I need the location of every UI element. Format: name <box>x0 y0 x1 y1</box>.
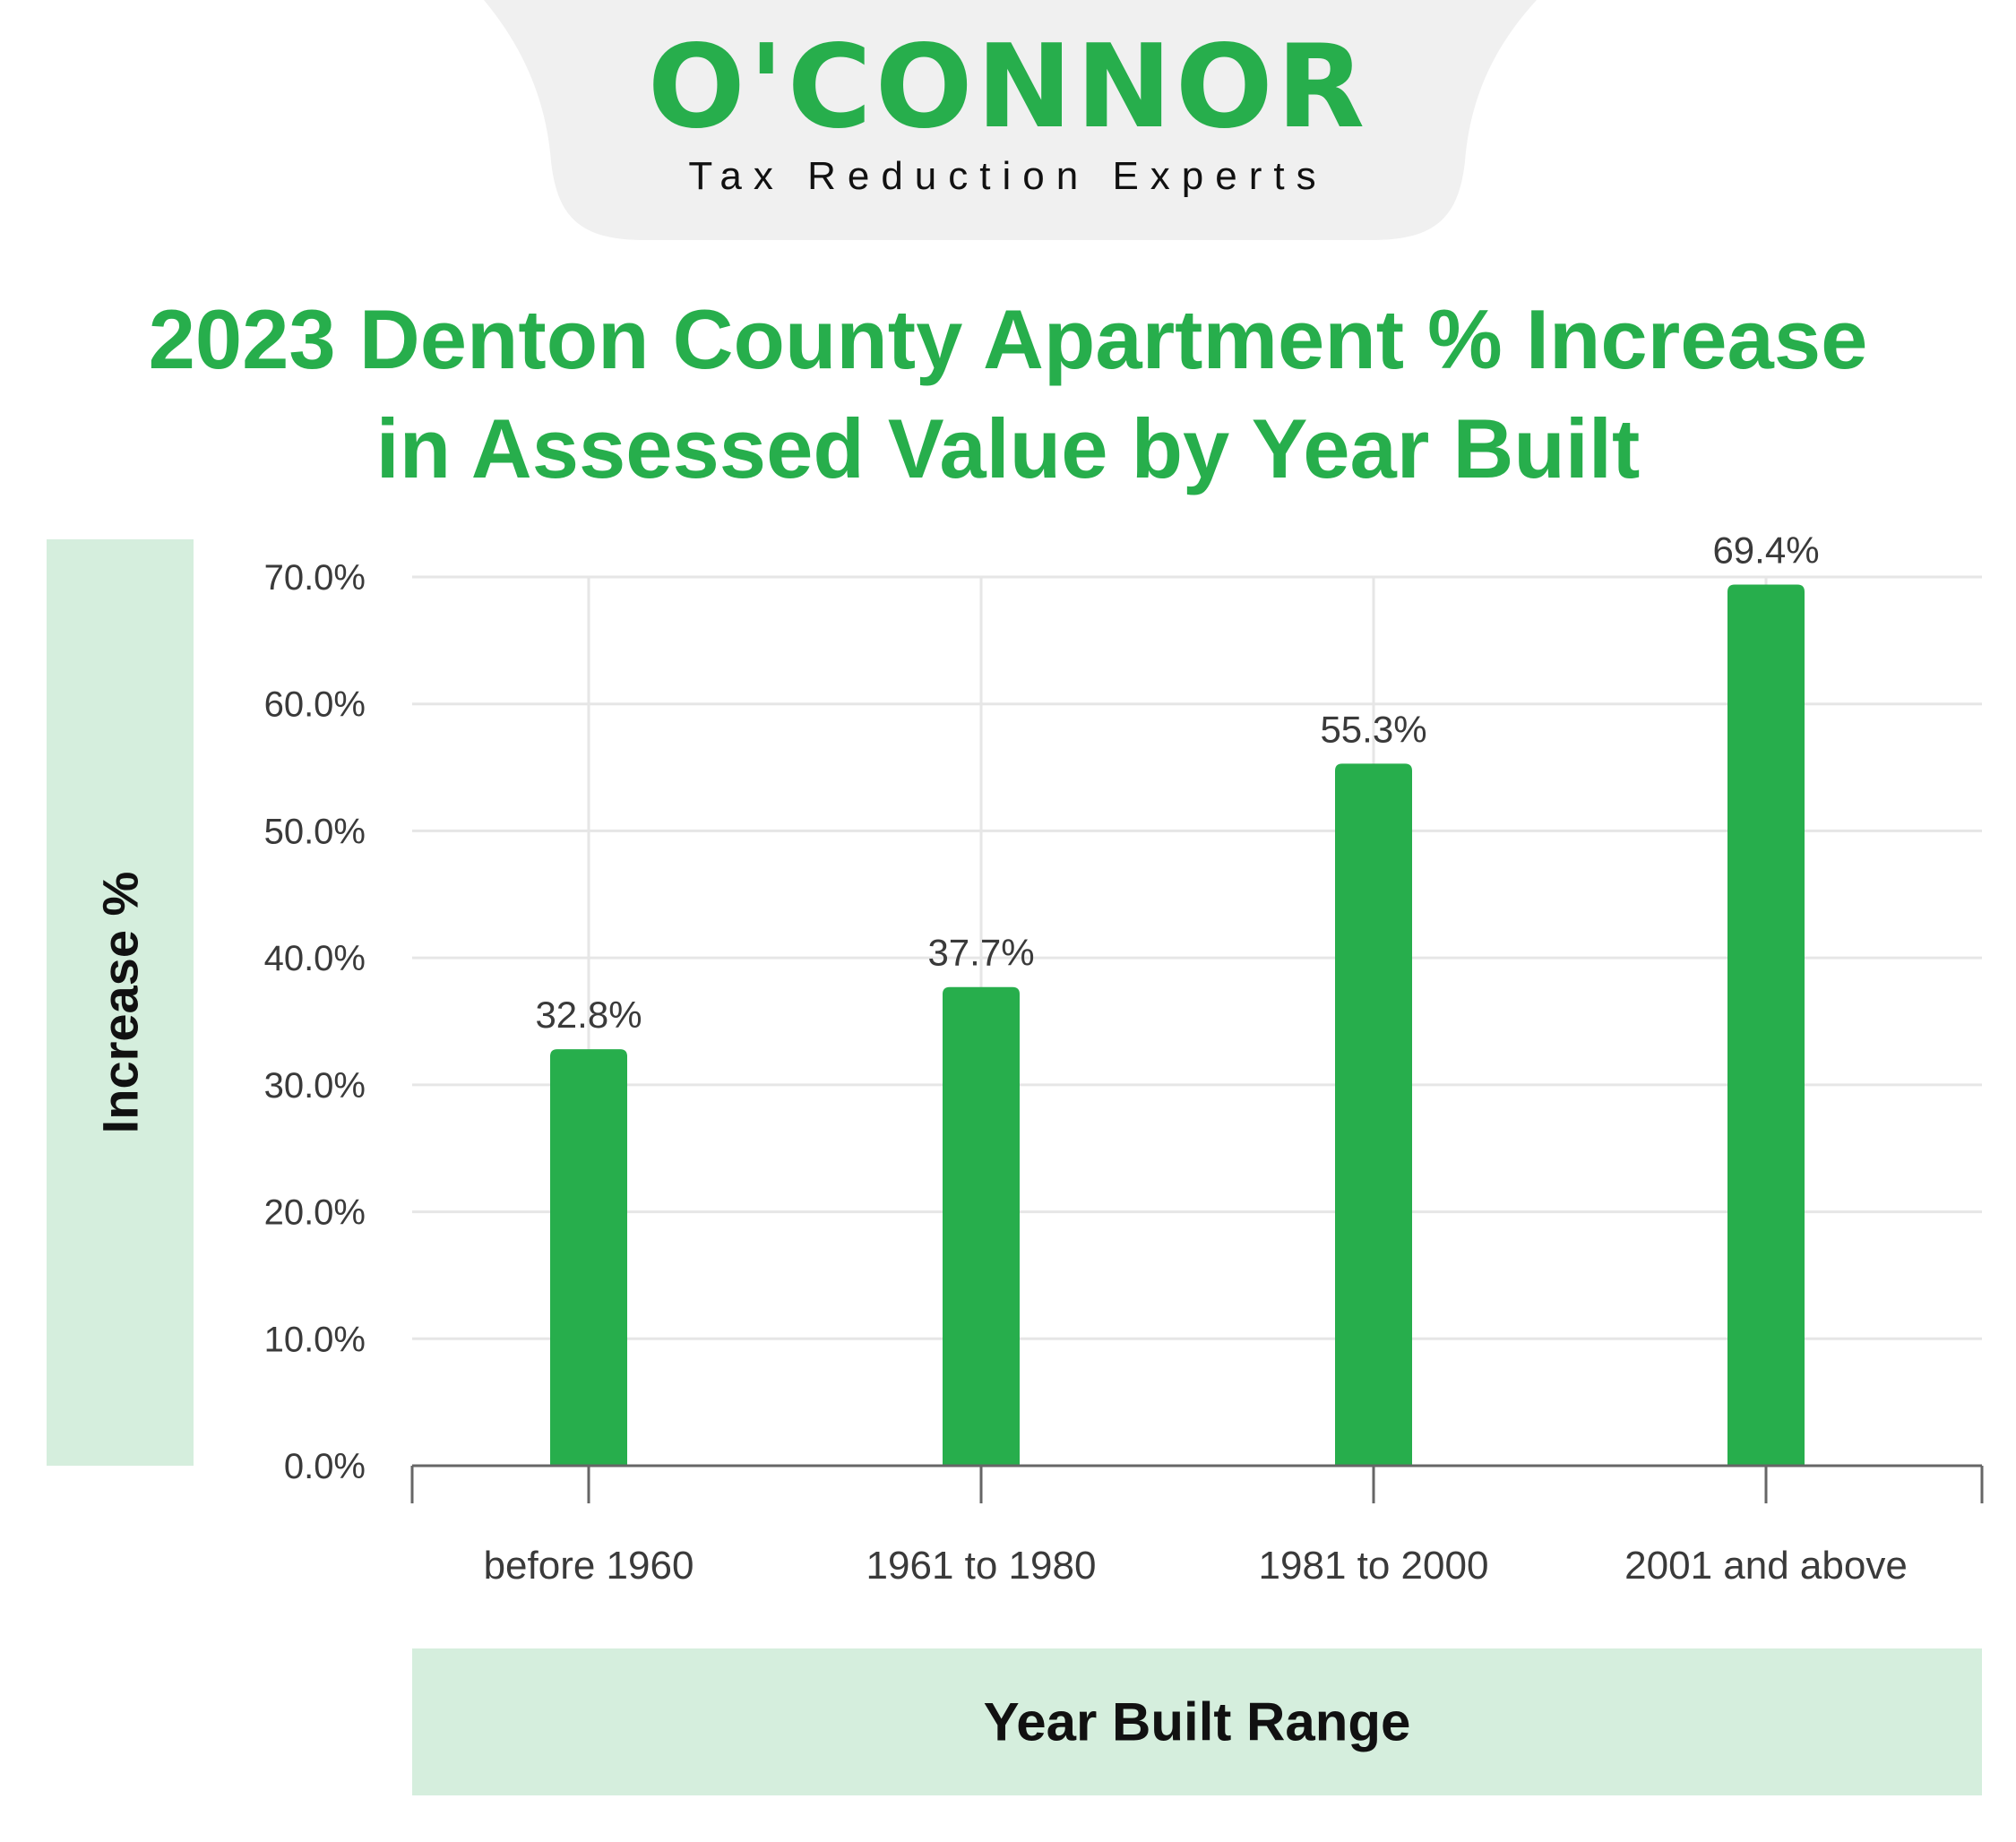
data-label: 37.7% <box>927 932 1034 974</box>
x-tick-label: 1961 to 1980 <box>866 1544 1097 1588</box>
y-tick-label: 50.0% <box>264 812 366 851</box>
y-tick-label: 20.0% <box>264 1193 366 1233</box>
data-label: 69.4% <box>1712 529 1819 572</box>
x-tick-label: 1981 to 2000 <box>1259 1544 1489 1588</box>
x-axis-label-panel: Year Built Range <box>412 1648 1982 1795</box>
y-tick-label: 30.0% <box>264 1066 366 1106</box>
y-tick-label: 60.0% <box>264 685 366 725</box>
y-tick-label: 0.0% <box>284 1447 366 1486</box>
company-tagline: Tax Reduction Experts <box>688 154 1328 198</box>
bar <box>1727 584 1805 1466</box>
chart-title-line-2: in Assessed Value by Year Built <box>375 401 1641 495</box>
header-tab-shape <box>484 0 1537 240</box>
x-axis-label: Year Built Range <box>983 1691 1411 1752</box>
y-axis-label-panel <box>47 539 194 1466</box>
y-tick-label: 40.0% <box>264 939 366 978</box>
y-tick-label: 70.0% <box>264 558 366 598</box>
bar <box>1335 763 1412 1466</box>
bar <box>943 986 1020 1466</box>
chart-title-line-1: 2023 Denton County Apartment % Increase <box>148 292 1868 386</box>
bar <box>550 1049 627 1466</box>
x-tick-label: 2001 and above <box>1624 1544 1908 1588</box>
header-banner: O'CONNOR Tax Reduction Experts <box>0 0 2016 251</box>
y-tick-label: 10.0% <box>264 1320 366 1359</box>
company-logo: O'CONNOR <box>647 21 1369 154</box>
x-tick-label: before 1960 <box>484 1544 694 1588</box>
data-label: 32.8% <box>535 994 642 1036</box>
chart-title: 2023 Denton County Apartment % Increase … <box>0 285 2016 504</box>
data-label: 55.3% <box>1320 708 1426 750</box>
